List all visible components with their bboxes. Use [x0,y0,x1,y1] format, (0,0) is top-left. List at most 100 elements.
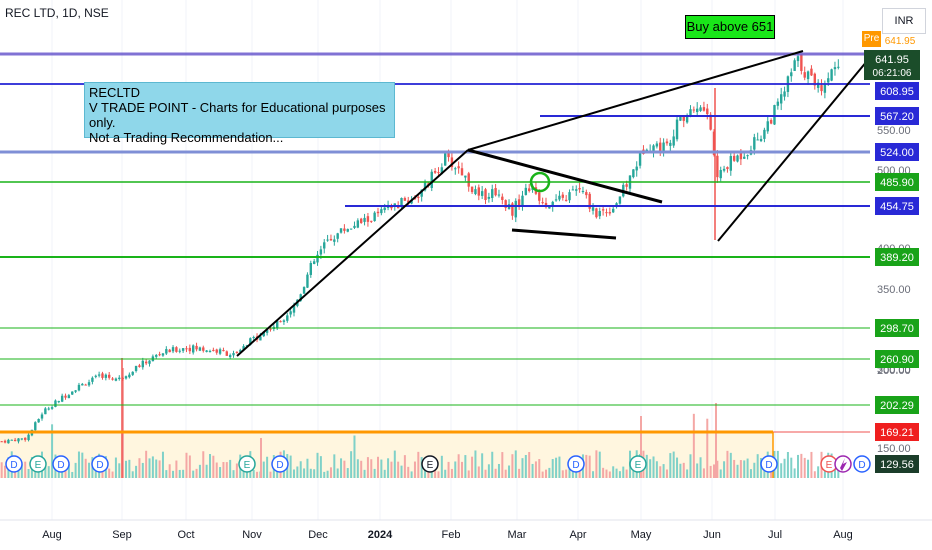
volume-bar [366,457,369,478]
volume-bar [299,461,302,478]
x-tick-label: Dec [308,529,328,541]
candle-body [440,167,444,174]
svg-text:389.20: 389.20 [880,252,914,264]
event-marker-icon[interactable]: E [29,455,47,473]
candle-body [299,294,302,301]
volume-bar [665,469,668,478]
candle-body [10,439,13,441]
event-marker-icon[interactable]: E [629,455,647,473]
volume-bar [319,456,322,478]
volume-bar [400,465,403,478]
candle-body [662,142,665,153]
volume-bar [269,471,272,478]
candle-body [353,225,356,228]
event-marker-icon[interactable]: E [820,455,838,473]
event-marker-icon[interactable]: D [91,455,109,473]
candle-body [84,384,87,386]
volume-bar [467,470,470,478]
volume-bar [209,454,211,478]
volume-bar [444,469,447,478]
volume-bar [232,470,235,478]
event-marker-icon[interactable]: D [271,455,289,473]
candle-body [13,439,17,442]
candle-body [450,157,454,168]
candle-body [161,353,165,356]
candle-body [67,395,71,399]
candle-body [343,228,346,231]
event-marker-icon[interactable]: D [5,455,23,473]
volume-bar [158,460,161,478]
candle-body [601,209,605,211]
event-marker-icon[interactable]: E [238,455,256,473]
candle-body [242,346,245,350]
level-price-label: 567.20 [875,107,919,125]
volume-bar [212,455,215,478]
candle-body [564,199,568,201]
volume-bar [27,469,30,478]
volume-bar [461,461,463,478]
candle-body [363,217,366,222]
volume-bar [71,471,74,478]
volume-bar [588,455,591,478]
candle-body [541,202,544,204]
volume-bar [309,468,312,478]
volume-bar [188,455,191,478]
candle-body [282,320,286,322]
event-marker-icon[interactable]: D [760,455,778,473]
trendlines [236,50,873,357]
volume-bar [706,418,709,478]
volume-bar [793,468,796,478]
candle-body [494,188,497,196]
volume-bar [676,457,679,478]
svg-text:169.21: 169.21 [880,427,914,439]
candle-body [816,82,820,88]
currency-selector[interactable]: INR [882,8,926,34]
volume-bar [329,467,332,478]
event-marker-icon[interactable]: D [52,455,70,473]
y-tick-label: 350.00 [877,284,911,296]
volume-bar [172,470,175,478]
candle-body [276,320,279,328]
volume-bar [198,464,201,478]
volume-bar [122,368,124,478]
candle-body [168,349,171,353]
volume-bar [260,438,262,478]
event-marker-icon[interactable]: D [853,455,871,473]
volume-bar [487,464,490,478]
candle-body [588,193,591,209]
volume-bar [316,452,319,478]
candle-body [682,116,685,121]
candle-body [269,328,272,330]
candle-body [598,210,601,217]
volume-bar [484,469,487,478]
volume-bar [306,458,309,478]
volume-bar [192,470,195,478]
note-line-2: V TRADE POINT - Charts for Educational p… [89,100,386,130]
volume-bar [235,463,238,478]
level-price-label: 169.21 [875,423,919,441]
volume-bar [24,461,27,478]
volume-bar [672,451,675,478]
svg-text:D: D [572,460,579,471]
svg-text:129.56: 129.56 [880,459,914,471]
candle-body [373,212,376,221]
candle-body [554,199,558,201]
candle-body [81,383,84,386]
candle-body [699,107,702,111]
candle-body [37,419,40,423]
candle-body [232,353,235,356]
event-marker-icon[interactable]: D [567,455,585,473]
svg-text:D: D [858,460,865,471]
volume-bar [477,466,480,478]
svg-text:202.29: 202.29 [880,400,914,412]
volume-bar [47,466,50,478]
volume-bar [380,459,383,478]
candle-body [827,78,830,83]
event-marker-icon[interactable]: E [421,455,439,473]
news-flag-icon[interactable] [834,455,852,473]
volume-bar [534,461,537,478]
volume-bar [518,468,521,478]
candle-body [423,182,427,191]
